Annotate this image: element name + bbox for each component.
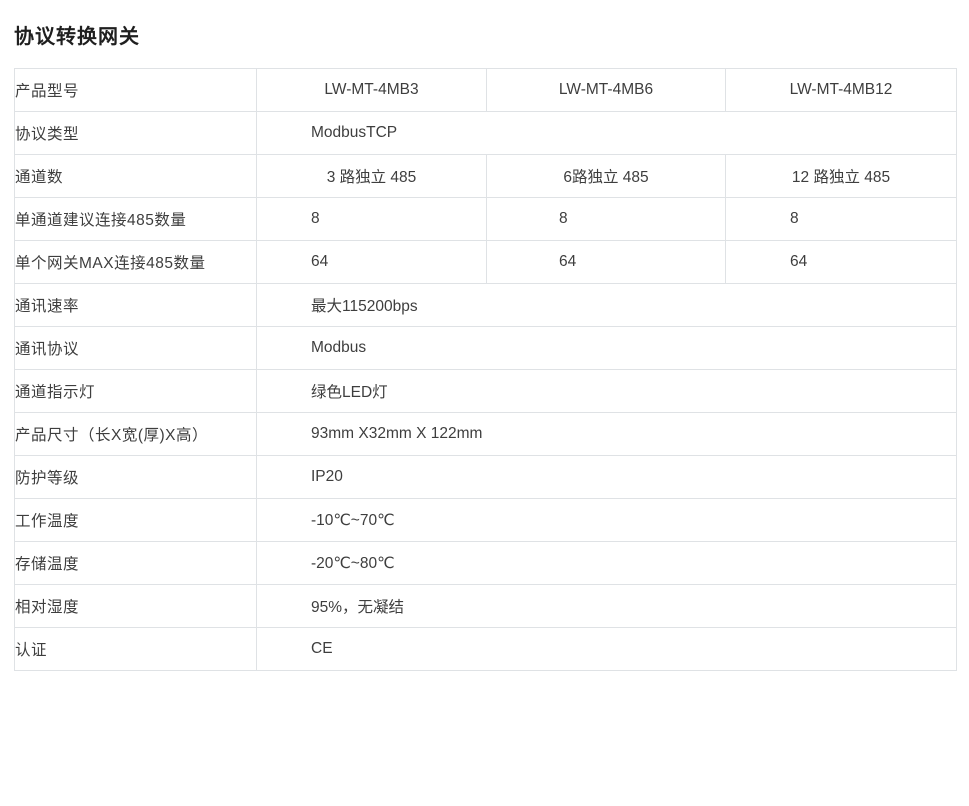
row-value: 64	[486, 240, 726, 284]
table-row-channel-led: 通道指示灯 绿色LED灯	[14, 369, 957, 413]
row-label: 协议类型	[14, 111, 257, 155]
row-label: 通讯协议	[14, 326, 257, 370]
row-value: LW-MT-4MB3	[256, 68, 487, 112]
row-value: 8	[256, 197, 487, 241]
row-label: 单个网关MAX连接485数量	[14, 240, 257, 284]
row-label: 通道数	[14, 154, 257, 198]
row-value: 12 路独立 485	[725, 154, 957, 198]
table-row-storage-temp: 存储温度 -20℃~80℃	[14, 541, 957, 585]
page-title: 协议转换网关	[14, 26, 140, 48]
row-label: 产品型号	[14, 68, 257, 112]
table-row-comm-protocol: 通讯协议 Modbus	[14, 326, 957, 370]
table-row-protection-rating: 防护等级 IP20	[14, 455, 957, 499]
row-value: 95%，无凝结	[256, 584, 957, 628]
table-row-comm-speed: 通讯速率 最大115200bps	[14, 283, 957, 327]
row-label: 相对湿度	[14, 584, 257, 628]
row-value: LW-MT-4MB12	[725, 68, 957, 112]
row-label: 工作温度	[14, 498, 257, 542]
row-value: Modbus	[256, 326, 957, 370]
row-label: 存储温度	[14, 541, 257, 585]
row-value: 最大115200bps	[256, 283, 957, 327]
row-label: 认证	[14, 627, 257, 671]
table-row-relative-humidity: 相对湿度 95%，无凝结	[14, 584, 957, 628]
table-row-certification: 认证 CE	[14, 627, 957, 671]
row-value: 绿色LED灯	[256, 369, 957, 413]
row-value: 8	[725, 197, 957, 241]
row-value: 64	[256, 240, 487, 284]
table-row-product-model: 产品型号 LW-MT-4MB3 LW-MT-4MB6 LW-MT-4MB12	[14, 68, 957, 112]
row-value: -20℃~80℃	[256, 541, 957, 585]
row-value: IP20	[256, 455, 957, 499]
row-value: 3 路独立 485	[256, 154, 487, 198]
row-value: 6路独立 485	[486, 154, 726, 198]
row-label: 通讯速率	[14, 283, 257, 327]
row-label: 单通道建议连接485数量	[14, 197, 257, 241]
row-value: 64	[725, 240, 957, 284]
row-value: ModbusTCP	[256, 111, 957, 155]
table-row-dimensions: 产品尺寸（长X宽(厚)X高） 93mm X32mm X 122mm	[14, 412, 957, 456]
row-label: 产品尺寸（长X宽(厚)X高）	[14, 412, 257, 456]
row-value: LW-MT-4MB6	[486, 68, 726, 112]
table-row-protocol-type: 协议类型 ModbusTCP	[14, 111, 957, 155]
row-value: 93mm X32mm X 122mm	[256, 412, 957, 456]
row-value: 8	[486, 197, 726, 241]
table-row-operating-temp: 工作温度 -10℃~70℃	[14, 498, 957, 542]
row-value: CE	[256, 627, 957, 671]
table-row-per-channel-485: 单通道建议连接485数量 8 8 8	[14, 197, 957, 241]
table-row-channel-count: 通道数 3 路独立 485 6路独立 485 12 路独立 485	[14, 154, 957, 198]
row-label: 防护等级	[14, 455, 257, 499]
product-spec-table: 产品型号 LW-MT-4MB3 LW-MT-4MB6 LW-MT-4MB12 协…	[14, 68, 957, 671]
row-value: -10℃~70℃	[256, 498, 957, 542]
table-row-gateway-max-485: 单个网关MAX连接485数量 64 64 64	[14, 240, 957, 284]
row-label: 通道指示灯	[14, 369, 257, 413]
